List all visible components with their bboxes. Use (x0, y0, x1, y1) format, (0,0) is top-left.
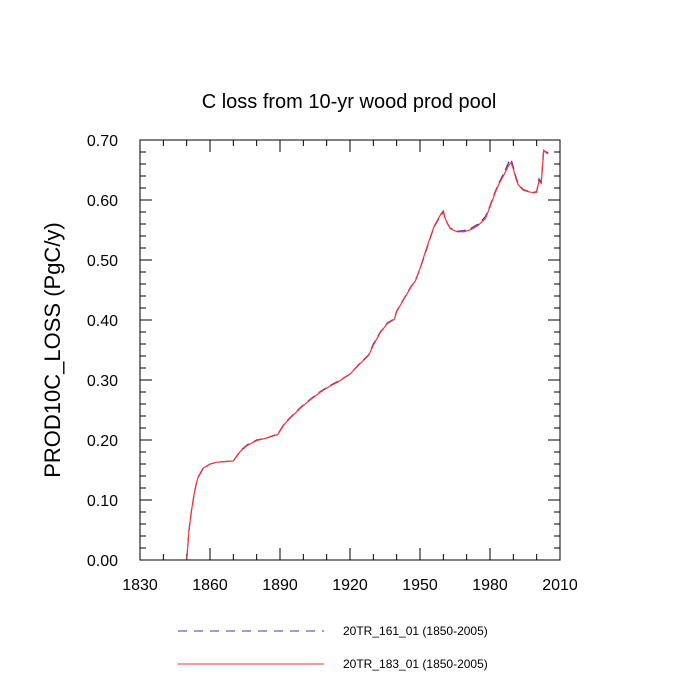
chart-title: C loss from 10-yr wood prod pool (202, 91, 497, 113)
x-tick-label: 1920 (332, 577, 368, 594)
legend: 20TR_161_01 (1850-2005) 20TR_183_01 (1850… (178, 624, 488, 671)
x-tick-label: 1890 (262, 577, 298, 594)
x-tick-label: 1860 (192, 577, 228, 594)
x-tick-label: 2010 (542, 577, 578, 594)
y-tick-label: 0.10 (87, 493, 118, 510)
y-axis-label: PROD10C_LOSS (PgC/y) (40, 222, 65, 478)
y-tick-label: 0.00 (87, 553, 118, 570)
plot-frame (139, 139, 561, 561)
series-line-1 (186, 147, 549, 561)
y-tick-label: 0.50 (87, 253, 118, 270)
x-tick-label: 1830 (122, 577, 158, 594)
y-tick-label: 0.20 (87, 433, 118, 450)
legend-label-2: 20TR_183_01 (1850-2005) (343, 657, 488, 671)
y-tick-label: 0.40 (87, 313, 118, 330)
series-line-2 (186, 148, 549, 561)
legend-label-1: 20TR_161_01 (1850-2005) (343, 624, 488, 638)
y-tick-label: 0.30 (87, 373, 118, 390)
x-tick-label: 1950 (402, 577, 438, 594)
x-tick-label: 1980 (472, 577, 508, 594)
y-tick-label: 0.60 (87, 193, 118, 210)
y-tick-label: 0.70 (87, 133, 118, 150)
